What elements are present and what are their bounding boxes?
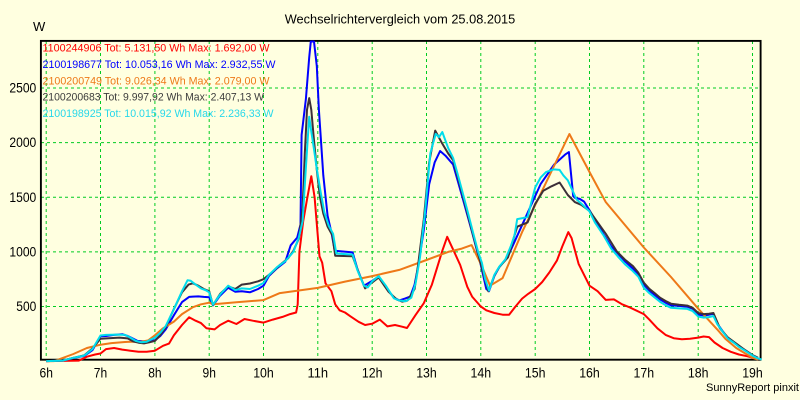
svg-text:Wechselrichtervergleich vom 25: Wechselrichtervergleich vom 25.08.2015 (285, 12, 516, 27)
svg-text:1000: 1000 (9, 245, 36, 260)
svg-text:18h: 18h (688, 365, 709, 380)
svg-text:1500: 1500 (9, 190, 36, 205)
svg-text:13h: 13h (416, 365, 437, 380)
svg-text:16h: 16h (579, 365, 600, 380)
svg-text:2100198925 Tot: 10.015,92 Wh M: 2100198925 Tot: 10.015,92 Wh Max: 2.236,… (43, 108, 275, 120)
svg-text:12h: 12h (362, 365, 383, 380)
svg-text:W: W (33, 19, 46, 34)
svg-text:6h: 6h (40, 365, 53, 380)
svg-text:9h: 9h (203, 365, 216, 380)
svg-text:7h: 7h (94, 365, 107, 380)
svg-text:19h: 19h (742, 365, 763, 380)
svg-text:SunnyReport pinxit: SunnyReport pinxit (706, 382, 799, 394)
svg-text:500: 500 (16, 299, 36, 314)
svg-text:2100200683 Tot: 9.997,92 Wh Ma: 2100200683 Tot: 9.997,92 Wh Max: 2.407,1… (43, 92, 265, 104)
svg-text:2000: 2000 (9, 135, 36, 150)
svg-text:10h: 10h (253, 365, 274, 380)
svg-text:2500: 2500 (9, 81, 36, 96)
svg-text:14h: 14h (471, 365, 492, 380)
svg-text:17h: 17h (634, 365, 655, 380)
svg-text:2100200749 Tot: 9.026,34 Wh Ma: 2100200749 Tot: 9.026,34 Wh Max: 2.079,0… (43, 75, 271, 87)
svg-text:8h: 8h (148, 365, 161, 380)
svg-text:11h: 11h (308, 365, 329, 380)
svg-text:15h: 15h (525, 365, 546, 380)
svg-text:1100244906 Tot: 5.131,50 Wh Ma: 1100244906 Tot: 5.131,50 Wh Max: 1.692,0… (43, 43, 271, 55)
svg-text:2100198677 Tot: 10.053,16 Wh M: 2100198677 Tot: 10.053,16 Wh Max: 2.932,… (43, 59, 277, 71)
